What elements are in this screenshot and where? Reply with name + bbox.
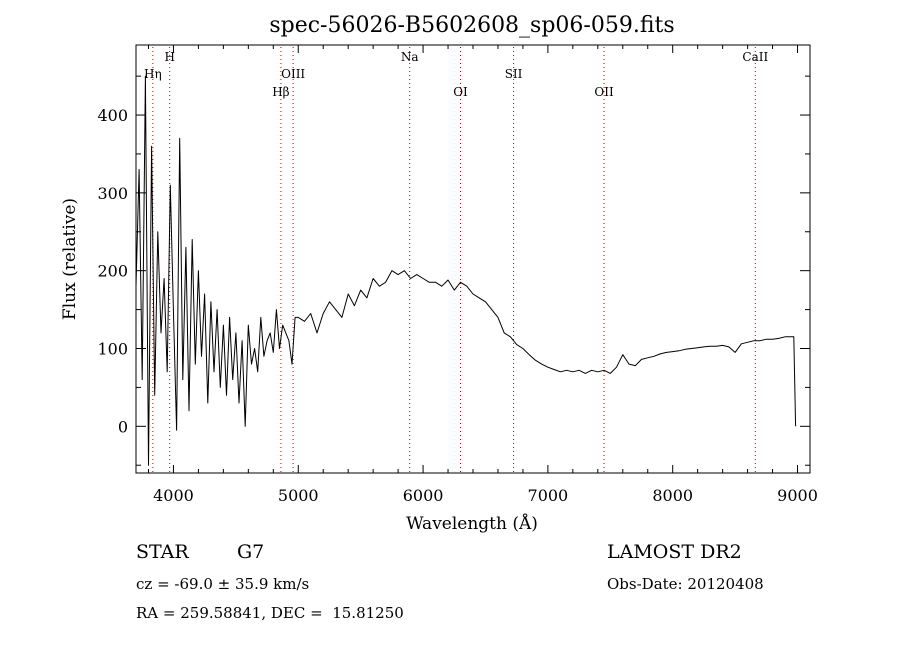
x-tick-label-2: 6000 xyxy=(403,486,444,505)
coordinates-readout: RA = 259.58841, DEC = 15.81250 xyxy=(136,604,404,622)
marker-label-2: Hβ xyxy=(272,85,289,99)
x-tick-label-1: 5000 xyxy=(278,486,319,505)
marker-label-3: OIII xyxy=(281,67,305,81)
emission-line-markers: HηH Hβ OIII Na OI SII OII CaII xyxy=(144,47,768,472)
y-tick-label-0: 0 xyxy=(118,417,128,436)
spectrum-line-0 xyxy=(135,75,797,466)
marker-label-1: H xyxy=(164,50,174,64)
marker-label-0: Hη xyxy=(144,67,162,81)
y-tick-label-2: 200 xyxy=(97,262,128,281)
marker-label-8: CaII xyxy=(742,50,768,64)
x-tick-label-4: 8000 xyxy=(652,486,693,505)
object-class: STAR xyxy=(136,541,189,563)
y-tick-label-3: 300 xyxy=(97,184,128,203)
velocity-readout: cz = -69.0 ± 35.9 km/s xyxy=(136,575,310,593)
y-tick-label-4: 400 xyxy=(97,106,128,125)
observation-date: Obs-Date: 20120408 xyxy=(607,575,764,593)
marker-label-7: OII xyxy=(594,85,614,99)
plot-frame xyxy=(135,44,811,474)
marker-label-6: SII xyxy=(505,67,523,81)
chart-title: spec-56026-B5602608_sp06-059.fits xyxy=(269,13,674,38)
x-tick-label-5: 9000 xyxy=(777,486,818,505)
x-tick-label-0: 4000 xyxy=(153,486,194,505)
y-axis-label: Flux (relative) xyxy=(60,198,80,320)
x-axis-label: Wavelength (Å) xyxy=(406,513,538,534)
spectrum-series xyxy=(135,75,797,466)
x-tick-label-3: 7000 xyxy=(528,486,569,505)
spectral-subclass: G7 xyxy=(237,541,265,563)
survey-name: LAMOST DR2 xyxy=(607,541,742,563)
y-tick-label-1: 100 xyxy=(97,339,128,358)
axes: 4000 5000 6000 7000 8000 9000 0 100 200 300 400 xyxy=(97,45,818,505)
marker-label-5: OI xyxy=(453,85,468,99)
marker-label-4: Na xyxy=(401,50,419,64)
